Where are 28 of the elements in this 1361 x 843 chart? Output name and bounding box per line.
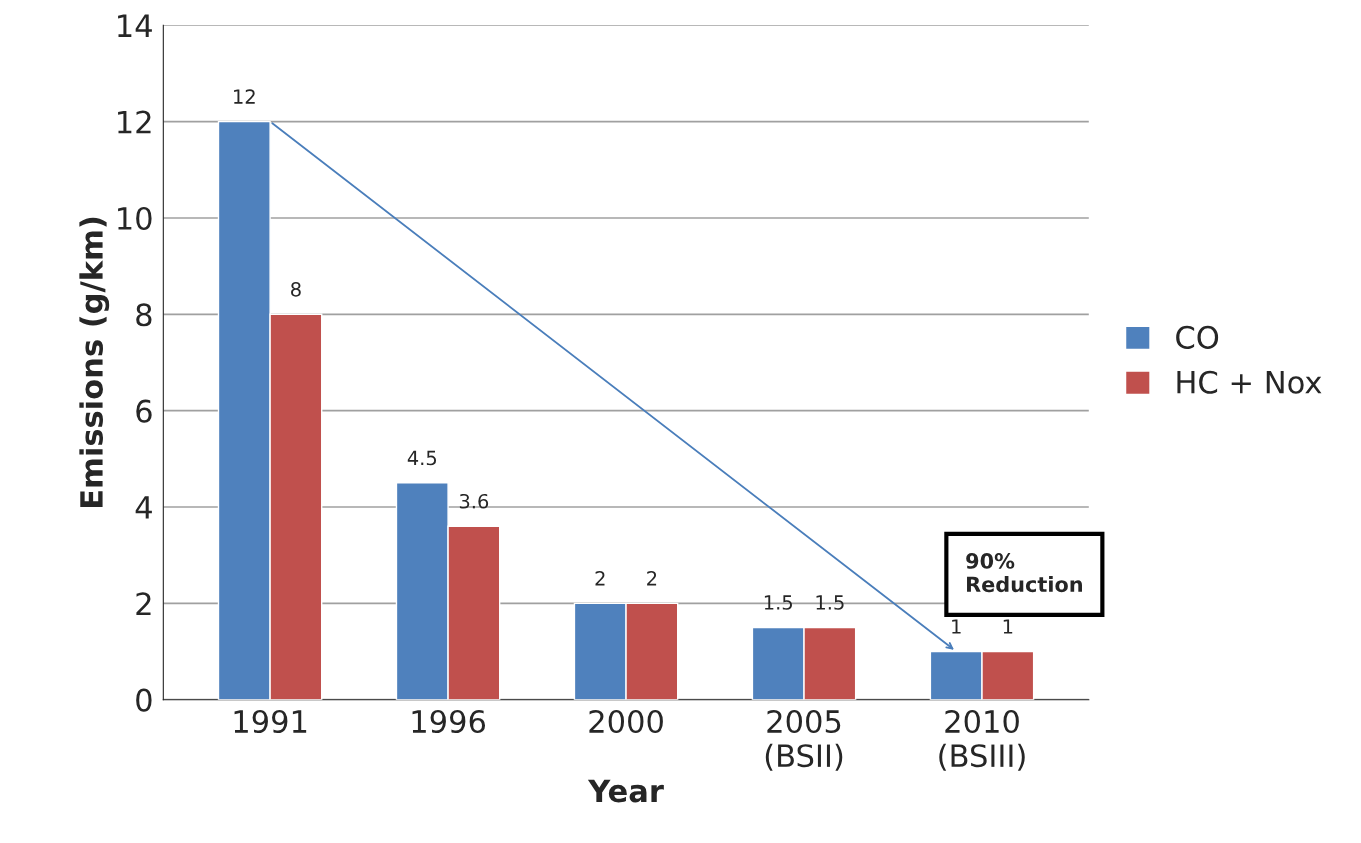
y-tick-label: 2 xyxy=(136,592,151,615)
x-axis-title: Year xyxy=(587,779,664,803)
data-label: 3.6 xyxy=(459,493,489,509)
data-label: 8 xyxy=(291,281,301,297)
legend-label: CO xyxy=(1176,325,1219,349)
x-tick-label: 2010 (BSIII) xyxy=(939,709,1025,771)
x-tick-label: 1996 xyxy=(412,709,486,734)
data-label: 1 xyxy=(1003,619,1013,634)
y-axis-title: Emissions (g/km) xyxy=(79,217,110,508)
y-tick-label: 6 xyxy=(136,399,152,423)
data-label: 1.5 xyxy=(764,595,792,610)
data-label: 1.5 xyxy=(816,595,844,610)
annotation: 90% Reduction xyxy=(966,553,1082,593)
data-label: 1 xyxy=(952,619,961,634)
data-label: 4.5 xyxy=(407,450,437,466)
y-tick-label: 12 xyxy=(118,110,151,134)
legend-label: HC + Nox xyxy=(1177,370,1322,394)
data-label: 12 xyxy=(234,89,255,104)
data-label: 2 xyxy=(647,570,657,586)
y-tick-label: 8 xyxy=(136,303,152,327)
x-tick-label: 1991 xyxy=(234,709,307,734)
y-tick-label: 10 xyxy=(118,206,152,231)
y-tick-label: 0 xyxy=(136,688,152,712)
y-tick-label: 4 xyxy=(135,496,152,519)
x-tick-label: 2000 xyxy=(589,709,663,734)
y-tick-label: 14 xyxy=(118,14,152,37)
x-tick-label: 2005 (BSII) xyxy=(765,709,843,771)
data-label: 2 xyxy=(595,570,605,586)
